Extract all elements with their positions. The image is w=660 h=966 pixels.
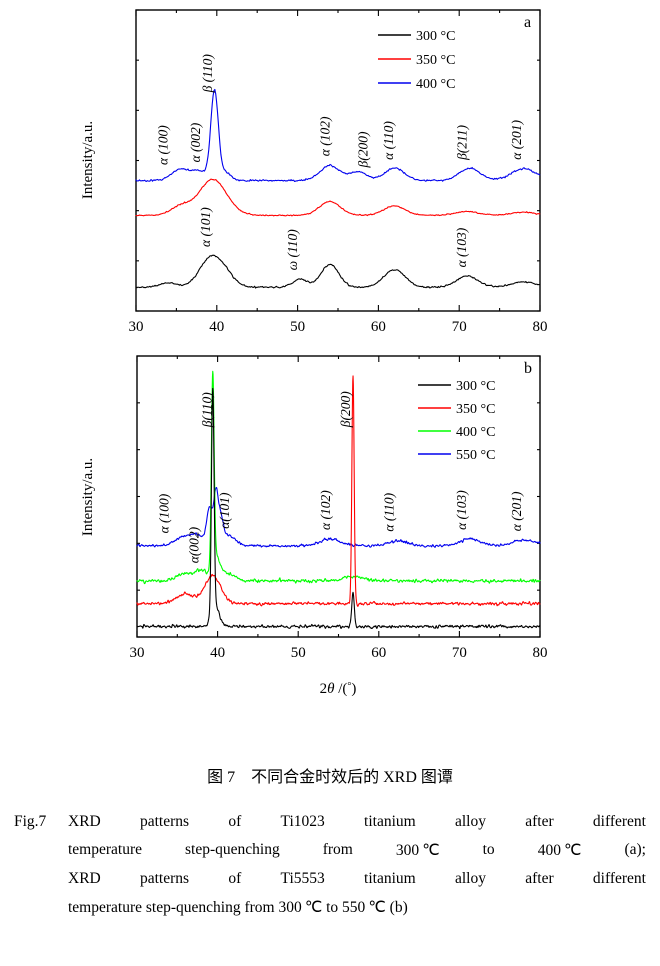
svg-text:400 °C: 400 °C (456, 425, 495, 440)
svg-text:Intensity/a.u.: Intensity/a.u. (80, 121, 96, 199)
svg-text:α (100): α (100) (156, 125, 171, 165)
svg-text:b: b (524, 360, 532, 377)
svg-text:ω (110): ω (110) (285, 229, 300, 271)
svg-text:α(101): α(101) (217, 492, 232, 529)
svg-text:α (110): α (110) (381, 121, 396, 160)
svg-text:α (110): α (110) (382, 492, 397, 531)
svg-text:β(200): β(200) (338, 391, 353, 428)
svg-text:2θ /(°): 2θ /(°) (320, 681, 357, 697)
svg-text:70: 70 (452, 645, 467, 661)
svg-text:40: 40 (209, 319, 224, 335)
svg-text:α (102): α (102) (317, 116, 332, 156)
svg-text:350 °C: 350 °C (416, 53, 455, 68)
svg-text:30: 30 (130, 645, 145, 661)
svg-text:50: 50 (290, 319, 305, 335)
svg-text:60: 60 (371, 645, 386, 661)
svg-text:α (101): α (101) (198, 207, 213, 247)
svg-text:Intensity/a.u.: Intensity/a.u. (80, 458, 96, 536)
svg-text:α (102): α (102) (318, 490, 333, 530)
svg-text:30: 30 (129, 319, 144, 335)
svg-text:α(002): α(002) (187, 526, 202, 563)
svg-text:α (002): α (002) (188, 122, 203, 162)
svg-text:α (100): α (100) (157, 493, 172, 533)
svg-text:80: 80 (533, 319, 548, 335)
svg-text:α (103): α (103) (454, 227, 469, 267)
svg-text:550 °C: 550 °C (456, 448, 495, 463)
svg-text:50: 50 (291, 645, 306, 661)
svg-text:350 °C: 350 °C (456, 402, 495, 417)
svg-text:β(211): β(211) (455, 124, 470, 160)
svg-text:40: 40 (210, 645, 225, 661)
svg-text:β (110): β (110) (200, 54, 215, 94)
svg-text:70: 70 (452, 319, 467, 335)
svg-text:300 °C: 300 °C (456, 379, 495, 394)
svg-text:β(110): β(110) (199, 392, 214, 428)
svg-text:400 °C: 400 °C (416, 77, 455, 92)
svg-text:α (103): α (103) (454, 490, 469, 530)
svg-text:60: 60 (371, 319, 386, 335)
svg-text:α (201): α (201) (509, 119, 524, 159)
svg-text:300 °C: 300 °C (416, 29, 455, 44)
svg-text:80: 80 (533, 645, 548, 661)
svg-text:α (201): α (201) (509, 491, 524, 531)
svg-text:β(200): β(200) (355, 131, 370, 168)
svg-text:a: a (524, 14, 531, 31)
